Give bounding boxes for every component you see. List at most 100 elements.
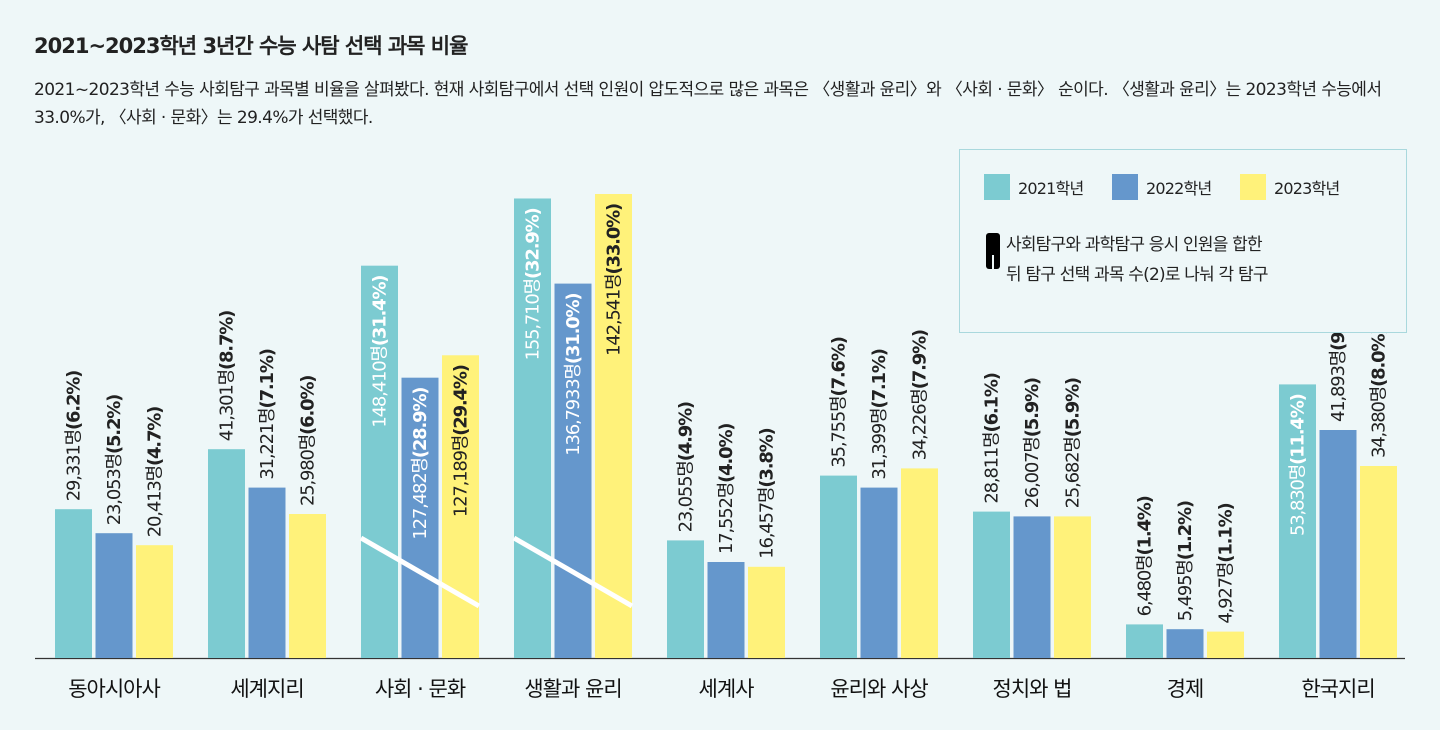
bar-count: 35,755명 xyxy=(829,396,850,467)
bar-label-2021-6: 28,811명(6.1%) xyxy=(982,373,1003,503)
bar-2021-0 xyxy=(55,509,92,658)
bar-percent: (28.9%) xyxy=(410,388,431,459)
note-icon xyxy=(986,233,1000,269)
bar-2022-3 xyxy=(554,283,592,658)
bar-count: 26,007명 xyxy=(1022,437,1043,508)
legend-note-line-2: 뒤 탐구 선택 과목 수(2)로 나눠 각 탐구 xyxy=(1006,265,1268,285)
bar-label-2022-1: 31,221명(7.1%) xyxy=(257,349,278,479)
legend-item-2022: 2022학년 xyxy=(1112,174,1212,200)
bar-2021-1 xyxy=(208,449,245,658)
bar-count: 28,811명 xyxy=(982,432,1003,503)
bar-label-2023-7: 4,927명(1.1%) xyxy=(1216,504,1237,624)
bar-label-2023-0: 20,413명(4.7%) xyxy=(145,407,166,537)
bar-2022-7 xyxy=(1166,629,1204,658)
bar-percent: (8.0%) xyxy=(1369,328,1390,387)
category-label-0: 동아시아사 xyxy=(68,677,160,701)
bar-label-2021-2: 148,410명(31.4%) xyxy=(370,276,391,428)
bar-label-2022-6: 26,007명(5.9%) xyxy=(1022,378,1043,508)
bar-count: 4,927명 xyxy=(1216,563,1237,624)
bar-percent: (5.2%) xyxy=(104,395,125,454)
bar-2021-5 xyxy=(820,475,857,658)
category-label-1: 세계지리 xyxy=(230,677,303,701)
bar-count: 34,380명 xyxy=(1369,387,1390,458)
bar-label-2021-7: 6,480명(1.4%) xyxy=(1135,496,1156,616)
category-label-5: 윤리와 사상 xyxy=(830,677,928,701)
bar-2022-1 xyxy=(248,487,286,658)
bar-2022-6 xyxy=(1013,516,1051,658)
bar-label-2022-2: 127,482명(28.9%) xyxy=(410,388,431,540)
chart-title: 2021~2023학년 3년간 수능 사탐 선택 과목 비율 xyxy=(34,34,468,58)
category-label-4: 세계사 xyxy=(699,677,755,701)
bar-percent: (33.0%) xyxy=(604,204,625,275)
bar-percent: (4.9%) xyxy=(676,402,697,461)
bar-count: 17,552명 xyxy=(716,483,737,554)
bar-label-2022-4: 17,552명(4.0%) xyxy=(716,424,737,554)
bar-percent: (1.2%) xyxy=(1175,501,1196,560)
bar-label-2022-3: 136,7933명(31.0%) xyxy=(563,294,584,456)
bar-count: 53,830명 xyxy=(1288,465,1309,536)
bar-count: 142,541명 xyxy=(604,275,625,356)
bar-percent: (6.0%) xyxy=(298,376,319,435)
bar-percent: (31.4%) xyxy=(370,276,391,347)
bar-2023-7 xyxy=(1207,631,1244,658)
bar-percent: (6.2%) xyxy=(64,371,85,430)
bar-2022-2 xyxy=(401,377,439,658)
bar-label-2021-5: 35,755명(7.6%) xyxy=(829,337,850,467)
bar-2022-5 xyxy=(860,487,898,658)
bar-percent: (11.4%) xyxy=(1288,394,1309,465)
bar-label-2021-4: 23,055명(4.9%) xyxy=(676,402,697,532)
chart-subtitle: 2021~2023학년 수능 사회탐구 과목별 비율을 살펴봤다. 현재 사회탐… xyxy=(34,80,1382,128)
legend-label-2022: 2022학년 xyxy=(1146,179,1212,198)
bar-2023-5 xyxy=(901,468,938,658)
bar-count: 16,457명 xyxy=(757,488,778,559)
bar-percent: (3.8%) xyxy=(757,428,778,487)
bar-count: 25,980명 xyxy=(298,435,319,506)
legend-note: 사회탐구와 과학탐구 응시 인원을 합한 뒤 탐구 선택 과목 수(2)로 나눠… xyxy=(986,230,1268,290)
bar-count: 25,682명 xyxy=(1063,437,1084,508)
bar-label-2023-8: 34,380명(8.0%) xyxy=(1369,328,1390,458)
bar-percent: (6.1%) xyxy=(982,373,1003,432)
bar-2022-0 xyxy=(95,533,133,658)
legend-label-2023: 2023학년 xyxy=(1274,179,1340,198)
category-label-3: 생활과 윤리 xyxy=(524,677,621,701)
bar-count: 29,331명 xyxy=(64,430,85,501)
bar-label-2023-4: 16,457명(3.8%) xyxy=(757,428,778,558)
bar-percent: (8.7%) xyxy=(217,311,238,370)
bar-2023-2 xyxy=(442,355,479,658)
bar-2021-4 xyxy=(667,540,704,658)
bar-percent: (7.6%) xyxy=(829,337,850,396)
bar-percent: (4.7%) xyxy=(145,407,166,466)
legend-swatch-2022 xyxy=(1112,174,1138,200)
bar-count: 34,226명 xyxy=(910,389,931,460)
bar-percent: (29.4%) xyxy=(451,365,472,436)
bar-count: 23,055명 xyxy=(676,461,697,532)
bar-2023-3 xyxy=(595,194,632,658)
bar-count: 127,189명 xyxy=(451,436,472,517)
legend-swatch-2023 xyxy=(1240,174,1266,200)
legend-swatch-2021 xyxy=(984,174,1010,200)
bar-label-2023-2: 127,189명(29.4%) xyxy=(451,365,472,517)
bar-label-2021-1: 41,301명(8.7%) xyxy=(217,311,238,441)
category-label-2: 사회 · 문화 xyxy=(375,677,466,701)
bar-2023-1 xyxy=(289,514,326,658)
bar-label-2022-5: 31,399명(7.1%) xyxy=(869,349,890,479)
bar-label-2022-7: 5,495명(1.2%) xyxy=(1175,501,1196,621)
bar-count: 23,053명 xyxy=(104,454,125,525)
bar-count: 5,495명 xyxy=(1175,560,1196,621)
axis-break-3 xyxy=(512,535,634,609)
bar-percent: (7.1%) xyxy=(869,349,890,408)
bar-count: 148,410명 xyxy=(370,346,391,427)
bar-count: 136,7933명 xyxy=(563,364,584,456)
bar-percent: (32.9%) xyxy=(523,208,544,278)
bar-count: 155,710명 xyxy=(523,279,544,360)
category-label-7: 경제 xyxy=(1167,677,1204,701)
legend-item-2021: 2021학년 xyxy=(984,174,1084,200)
bar-2021-7 xyxy=(1126,624,1163,658)
category-label-6: 정치와 법 xyxy=(993,677,1072,701)
legend-label-2021: 2021학년 xyxy=(1018,179,1084,198)
bar-label-2023-1: 25,980명(6.0%) xyxy=(298,376,319,506)
legend: 2021학년 2022학년 2023학년 사회탐구와 과학탐구 응시 인원을 합… xyxy=(959,149,1407,333)
bar-2022-8 xyxy=(1319,430,1357,658)
bar-2021-3 xyxy=(514,198,551,659)
